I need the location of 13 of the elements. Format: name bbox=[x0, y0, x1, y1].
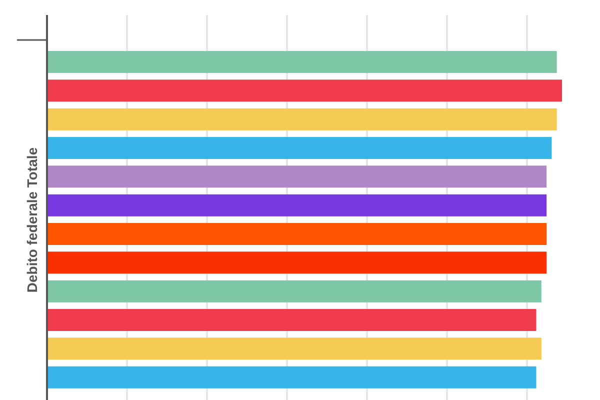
bar bbox=[47, 137, 552, 159]
bar bbox=[47, 194, 547, 216]
bar bbox=[47, 280, 542, 302]
bar bbox=[47, 108, 557, 130]
bar bbox=[47, 166, 547, 188]
y-axis-title: Debito federale Totale bbox=[24, 147, 40, 293]
bar bbox=[47, 223, 547, 245]
bar bbox=[47, 252, 547, 274]
bar bbox=[47, 309, 536, 331]
bar bbox=[47, 338, 542, 360]
bar bbox=[47, 80, 562, 102]
bar bbox=[47, 51, 557, 73]
bar bbox=[47, 366, 536, 388]
